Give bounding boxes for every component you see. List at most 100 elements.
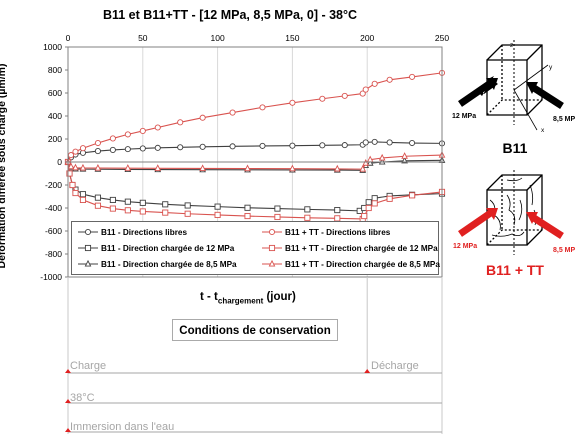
data-point (214, 211, 221, 218)
x-axis-label-sub: chargement (217, 296, 264, 306)
condition-start-marker (65, 399, 71, 403)
data-point (162, 201, 169, 208)
legend-item: B11 - Directions libres (78, 227, 187, 237)
x-tick-label: 50 (138, 33, 148, 43)
data-point (289, 164, 296, 172)
chart-title: B11 et B11+TT - [12 MPa, 8,5 MPa, 0] - 3… (102, 8, 358, 22)
data-point (124, 164, 132, 171)
legend-label: B11 - Direction chargée de 8,5 MPa (101, 259, 237, 269)
legend: B11 - Directions libres B11 - Direction c… (71, 221, 440, 275)
legend-swatch (78, 228, 98, 236)
data-point (362, 159, 370, 166)
data-point (371, 200, 378, 207)
y-tick-label: -200 (45, 180, 62, 190)
data-point (72, 163, 79, 171)
data-point (371, 138, 378, 145)
series-0 (64, 138, 446, 166)
data-point (365, 199, 372, 206)
data-point (371, 80, 378, 87)
data-point (72, 189, 79, 197)
data-point (319, 142, 326, 149)
y-tick-label: 200 (48, 134, 62, 144)
y-tick-label: 800 (48, 65, 62, 75)
cube-b11tt-icon (458, 170, 564, 255)
axis-letter-y: y (549, 64, 553, 71)
data-point (109, 205, 116, 212)
legend-swatch (78, 259, 98, 267)
data-point (259, 104, 266, 111)
data-point (94, 139, 101, 147)
series-5 (64, 150, 446, 172)
data-point (124, 198, 131, 205)
data-point (139, 127, 146, 134)
condition-start-marker (65, 428, 71, 432)
data-point (109, 135, 116, 142)
data-point (361, 212, 368, 220)
y-tick-label: -1000 (40, 272, 62, 282)
legend-swatch-marker (84, 244, 92, 252)
y-tick-label: 400 (48, 111, 62, 121)
data-point (184, 210, 191, 217)
data-point (139, 208, 146, 215)
data-point (69, 181, 76, 189)
data-point (409, 139, 416, 147)
series-line (67, 141, 443, 163)
data-point (124, 207, 131, 214)
data-point (109, 196, 116, 204)
data-point (259, 142, 266, 149)
condition-charge-label: Charge (70, 360, 107, 372)
cube1-press-left: 12 MPa (452, 113, 477, 120)
data-point (79, 196, 87, 204)
legend-label: B11 - Directions libres (101, 227, 188, 237)
data-point (162, 209, 169, 216)
series-3 (64, 69, 446, 166)
data-point (362, 86, 369, 93)
series-line (67, 161, 443, 220)
data-point (359, 90, 366, 97)
data-point (177, 119, 184, 126)
data-point (199, 164, 206, 171)
data-point (229, 109, 236, 116)
condition-unload-marker (364, 369, 371, 373)
data-point (124, 146, 131, 153)
legend-label: B11 + TT - Direction chargée de 12 MPa (285, 243, 438, 253)
data-point (154, 164, 162, 171)
series-2 (64, 156, 446, 173)
data-point (378, 153, 386, 161)
data-point (371, 195, 378, 202)
data-point (139, 199, 146, 206)
data-point (214, 203, 221, 210)
conditions-lines (65, 277, 443, 434)
legend-swatch-marker (84, 228, 92, 236)
cube1-label: B11 (502, 140, 528, 156)
x-tick-label: 100 (211, 33, 225, 43)
legend-item: B11 - Direction chargée de 12 MPa (78, 243, 234, 253)
data-point (401, 152, 408, 159)
legend-swatch-marker (268, 259, 276, 267)
legend-swatch (262, 228, 282, 236)
x-tick-label: 200 (360, 33, 374, 43)
data-point (94, 202, 101, 209)
data-point (72, 148, 79, 155)
data-point (334, 207, 341, 214)
cube2-press-right: 8,5 MP (553, 247, 576, 254)
data-point (199, 114, 206, 121)
data-point (333, 164, 341, 172)
x-axis-label: t - tchargement (jour) (200, 291, 296, 305)
axis-letter-z: z (510, 42, 514, 49)
data-point (365, 204, 372, 212)
cube-b11-icon (458, 40, 564, 131)
conditions-title: Conditions de conservation (172, 319, 338, 341)
data-point (184, 202, 191, 209)
data-point (79, 163, 87, 171)
legend-swatch (262, 259, 282, 267)
cube1-press-right: 8,5 MP (553, 116, 576, 123)
data-point (154, 144, 161, 151)
data-point (94, 194, 101, 201)
x-tick-label: 150 (285, 33, 299, 43)
legend-swatch (262, 244, 282, 252)
data-point (289, 142, 296, 149)
legend-label: B11 + TT - Directions libres (285, 227, 391, 237)
data-point (109, 146, 116, 153)
